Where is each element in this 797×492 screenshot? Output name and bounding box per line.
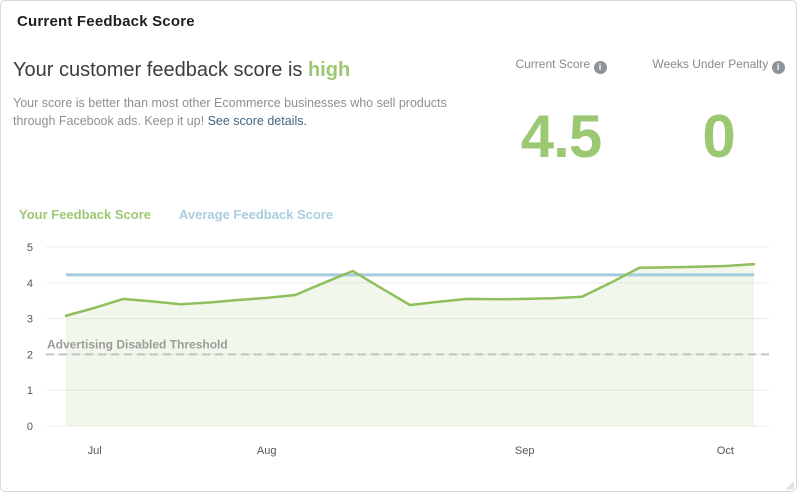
x-tick-label: Oct xyxy=(717,445,734,457)
legend-average-feedback-score[interactable]: Average Feedback Score xyxy=(178,207,334,222)
y-tick-label: 4 xyxy=(27,278,33,290)
weeks-under-penalty-stat: Weeks Under Penalty i 0 xyxy=(651,56,786,181)
x-tick-label: Sep xyxy=(515,445,535,457)
y-tick-label: 2 xyxy=(27,349,33,361)
chart-legend: Your Feedback Score Average Feedback Sco… xyxy=(19,207,333,222)
score-level-badge: high xyxy=(307,59,351,81)
page-title: Current Feedback Score xyxy=(17,13,195,30)
weeks-under-penalty-label-row: Weeks Under Penalty i xyxy=(651,56,786,74)
score-heading: Your customer feedback score is high xyxy=(13,59,350,82)
info-icon[interactable]: i xyxy=(593,61,607,74)
y-tick-label: 3 xyxy=(27,314,33,326)
score-description-text: Your score is better than most other Eco… xyxy=(13,96,447,128)
legend-your-feedback-score[interactable]: Your Feedback Score xyxy=(19,207,151,222)
resize-grip-icon[interactable]: ◢ xyxy=(785,479,794,491)
y-tick-label: 5 xyxy=(27,242,33,254)
score-description: Your score is better than most other Eco… xyxy=(13,94,468,130)
y-tick-label: 0 xyxy=(27,421,33,433)
info-icon[interactable]: i xyxy=(771,61,785,74)
current-score-stat: Current Score i 4.5 xyxy=(486,56,636,181)
current-score-value: 4.5 xyxy=(520,103,602,170)
see-score-details-link[interactable]: See score details. xyxy=(207,114,307,128)
current-score-label-row: Current Score i xyxy=(486,56,636,74)
your-score-line xyxy=(64,262,756,317)
weeks-under-penalty-value: 0 xyxy=(702,103,735,170)
score-heading-text: Your customer feedback score is xyxy=(13,59,308,81)
x-tick-label: Jul xyxy=(88,445,102,457)
threshold-label: Advertising Disabled Threshold xyxy=(47,337,228,351)
your-score-area xyxy=(66,264,754,426)
weeks-under-penalty-label: Weeks Under Penalty xyxy=(652,57,769,71)
x-tick-label: Aug xyxy=(257,445,277,457)
y-tick-label: 1 xyxy=(27,385,33,397)
current-score-label: Current Score xyxy=(515,57,591,71)
